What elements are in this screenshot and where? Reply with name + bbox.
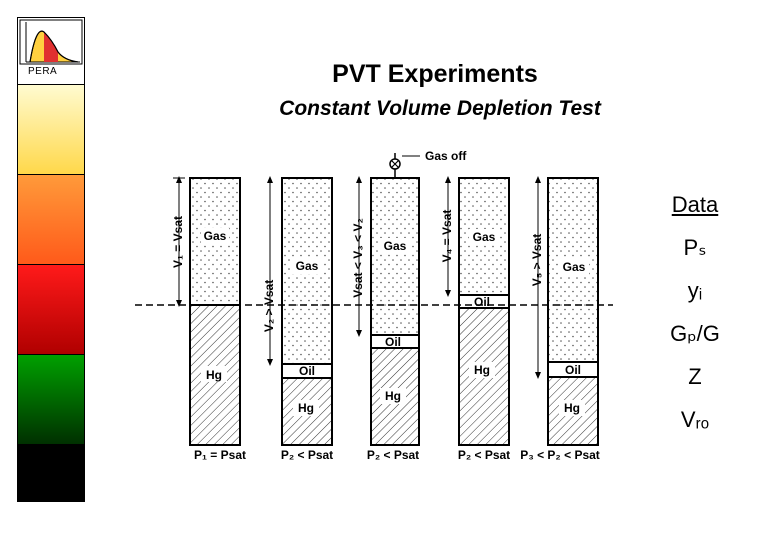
cell-2-volume-label: V₂ > Vsat [262, 280, 276, 332]
cell-1: Gas Hg P₁ = Psat V₁ = Vsat [171, 176, 246, 462]
cell-3-oil-label: Oil [385, 335, 401, 349]
logo-text: PERA [28, 66, 58, 77]
cell-1-pressure: P₁ = Psat [194, 448, 246, 462]
cell-4-pressure: P₂ < Psat [458, 448, 510, 462]
cell-2-hg-label: Hg [298, 401, 314, 415]
cell-3-gas-label: Gas [384, 239, 407, 253]
cell-4-volume-label: V₄ = Vsat [440, 210, 454, 263]
cell-4-oil-label: Oil [474, 295, 490, 309]
cell-4-gas-label: Gas [473, 230, 496, 244]
cell-3-pressure: P₂ < Psat [367, 448, 419, 462]
cell-4: Gas Oil Hg P₂ < Psat V₄ = Vsat [440, 176, 510, 462]
data-item-yi: yᵢ [687, 278, 703, 303]
cvd-diagram: Gas Hg P₁ = Psat V₁ = Vsat Gas Oil Hg P₂… [135, 150, 613, 462]
sidebar-segment-yellow [18, 84, 84, 174]
cell-2: Gas Oil Hg P₂ < Psat V₂ > Vsat [262, 176, 333, 462]
data-panel: Data Pₛ yᵢ Gₚ/G Z Vᵣₒ [650, 190, 740, 448]
cell-3: Gas off Gas Oil Hg P₂ < Psat Vsat < V₃ <… [351, 150, 467, 462]
cell-2-pressure: P₂ < Psat [281, 448, 333, 462]
logo: PERA [18, 18, 84, 84]
cell-3-hg-label: Hg [385, 389, 401, 403]
data-title: Data [671, 192, 719, 217]
cell-1-gas-label: Gas [204, 229, 227, 243]
cell-1-hg-label: Hg [206, 368, 222, 382]
data-item-ps: Pₛ [683, 235, 707, 260]
cell-5: Gas Oil Hg P₃ < P₂ < Psat V₅ > Vsat [520, 176, 600, 462]
gas-off-label: Gas off [425, 150, 467, 163]
cell-2-oil-label: Oil [299, 364, 315, 378]
data-item-gp-g: Gₚ/G [670, 321, 720, 346]
data-item-z: Z [688, 364, 702, 389]
sidebar-segment-red [18, 264, 84, 354]
sidebar-segment-black [18, 444, 84, 501]
cell-5-pressure: P₃ < P₂ < Psat [520, 448, 600, 462]
sidebar-color-strip: PERA [17, 17, 85, 502]
cell-5-oil-label: Oil [565, 363, 581, 377]
sidebar-segment-green [18, 354, 84, 444]
cell-2-gas-label: Gas [296, 259, 319, 273]
cell-4-hg-label: Hg [474, 363, 490, 377]
cell-5-volume-label: V₅ > Vsat [530, 234, 544, 287]
cell-5-gas-label: Gas [563, 260, 586, 274]
cell-5-hg-label: Hg [564, 401, 580, 415]
logo-curve-icon [19, 19, 83, 65]
data-item-vro: Vᵣₒ [680, 407, 710, 432]
cell-3-volume-label: Vsat < V₃ < V₂ [351, 218, 365, 298]
sidebar-segment-orange [18, 174, 84, 264]
page-subtitle: Constant Volume Depletion Test [279, 97, 601, 120]
page-title: PVT Experiments [332, 60, 538, 88]
cell-1-volume-label: V₁ = Vsat [171, 216, 185, 268]
